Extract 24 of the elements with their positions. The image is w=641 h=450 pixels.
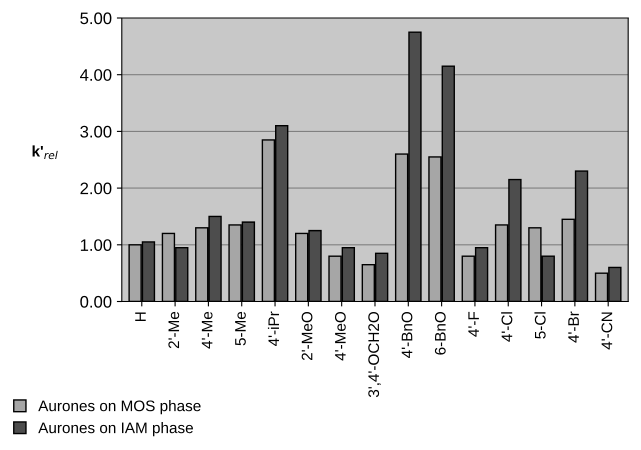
y-tick-label: 3.00: [80, 126, 112, 138]
y-tick-label: 1.00: [80, 239, 112, 252]
x-tick-label: 4'-Me: [202, 312, 213, 349]
x-tick-label: 6-BnO: [434, 312, 446, 355]
x-tick-label: 4'-Cl: [501, 312, 512, 342]
y-tick-label: 2.00: [80, 182, 112, 194]
y-tick-label: 4.00: [80, 69, 112, 81]
x-tick-label: 5-Me: [235, 312, 246, 346]
x-tick-label: 2'-Me: [168, 312, 180, 348]
x-tick-label: 2'-MeO: [302, 312, 312, 360]
x-tick-label: 4'-BnO: [402, 312, 412, 358]
x-tick-label: 4'-CN: [601, 312, 612, 350]
x-tick-label: 3',4'-OCH2O: [368, 312, 381, 398]
y-tick-label: 0.00: [80, 296, 112, 308]
x-tick-label: 4'-MeO: [334, 312, 346, 360]
y-tick-label: 5.00: [80, 12, 112, 24]
x-tick-label: 4'-iPr: [268, 311, 279, 346]
legend-label: Aurones on IAM phase: [38, 422, 193, 436]
x-tick-label: 5-Cl: [534, 312, 546, 339]
y-axis-title: k'$_{rel}$: [32, 145, 58, 160]
x-tick-label: 4'-Br: [568, 311, 579, 343]
x-tick-label: H: [135, 312, 146, 321]
x-tick-label: 4'-F: [468, 312, 479, 337]
legend-label: Aurones on MOS phase: [38, 400, 201, 414]
